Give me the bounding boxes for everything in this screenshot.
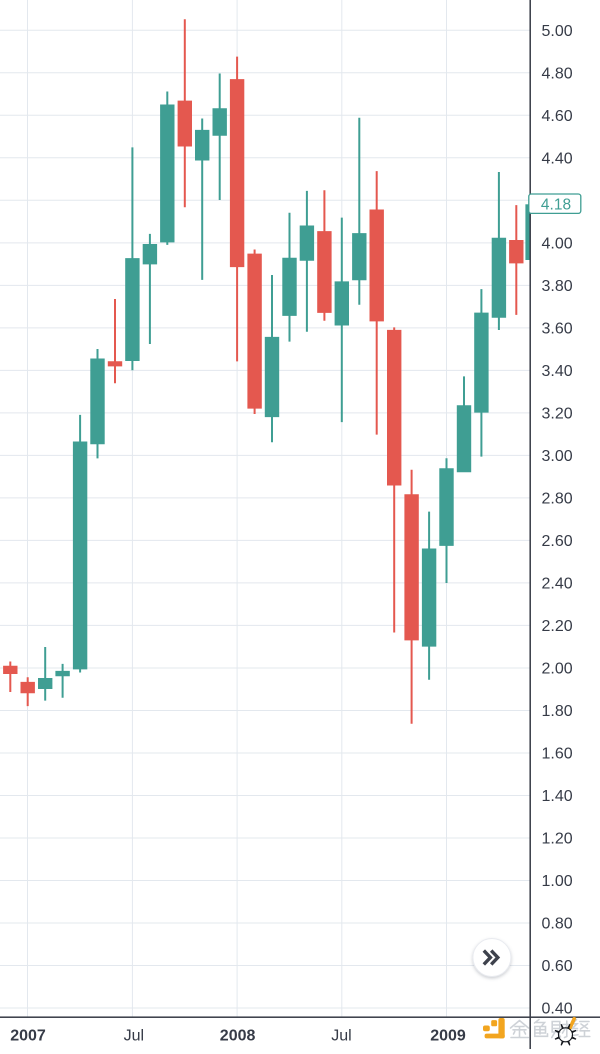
- svg-text:Jul: Jul: [124, 1028, 144, 1045]
- svg-text:2.20: 2.20: [542, 618, 573, 635]
- svg-text:3.20: 3.20: [542, 406, 573, 423]
- svg-text:4.00: 4.00: [542, 236, 573, 253]
- svg-text:5.00: 5.00: [542, 23, 573, 40]
- svg-text:2009: 2009: [430, 1028, 466, 1045]
- svg-text:2.80: 2.80: [542, 491, 573, 508]
- svg-text:1.80: 1.80: [542, 703, 573, 720]
- svg-text:1.00: 1.00: [542, 873, 573, 890]
- svg-text:2.00: 2.00: [542, 661, 573, 678]
- svg-text:4.80: 4.80: [542, 65, 573, 82]
- svg-text:3.40: 3.40: [542, 363, 573, 380]
- svg-text:1.20: 1.20: [542, 831, 573, 848]
- svg-text:1.60: 1.60: [542, 746, 573, 763]
- svg-text:0.40: 0.40: [542, 1001, 573, 1018]
- svg-text:2008: 2008: [220, 1028, 256, 1045]
- svg-text:3.60: 3.60: [542, 321, 573, 338]
- svg-text:Jul: Jul: [331, 1028, 351, 1045]
- svg-text:2.60: 2.60: [542, 533, 573, 550]
- svg-text:4.18: 4.18: [541, 197, 571, 214]
- svg-text:2007: 2007: [10, 1028, 46, 1045]
- svg-text:0.60: 0.60: [542, 958, 573, 975]
- svg-text:0.80: 0.80: [542, 916, 573, 933]
- svg-text:3.80: 3.80: [542, 278, 573, 295]
- svg-text:1.40: 1.40: [542, 788, 573, 805]
- svg-text:4.60: 4.60: [542, 108, 573, 125]
- svg-text:3.00: 3.00: [542, 448, 573, 465]
- svg-text:2.40: 2.40: [542, 576, 573, 593]
- svg-text:4.40: 4.40: [542, 150, 573, 167]
